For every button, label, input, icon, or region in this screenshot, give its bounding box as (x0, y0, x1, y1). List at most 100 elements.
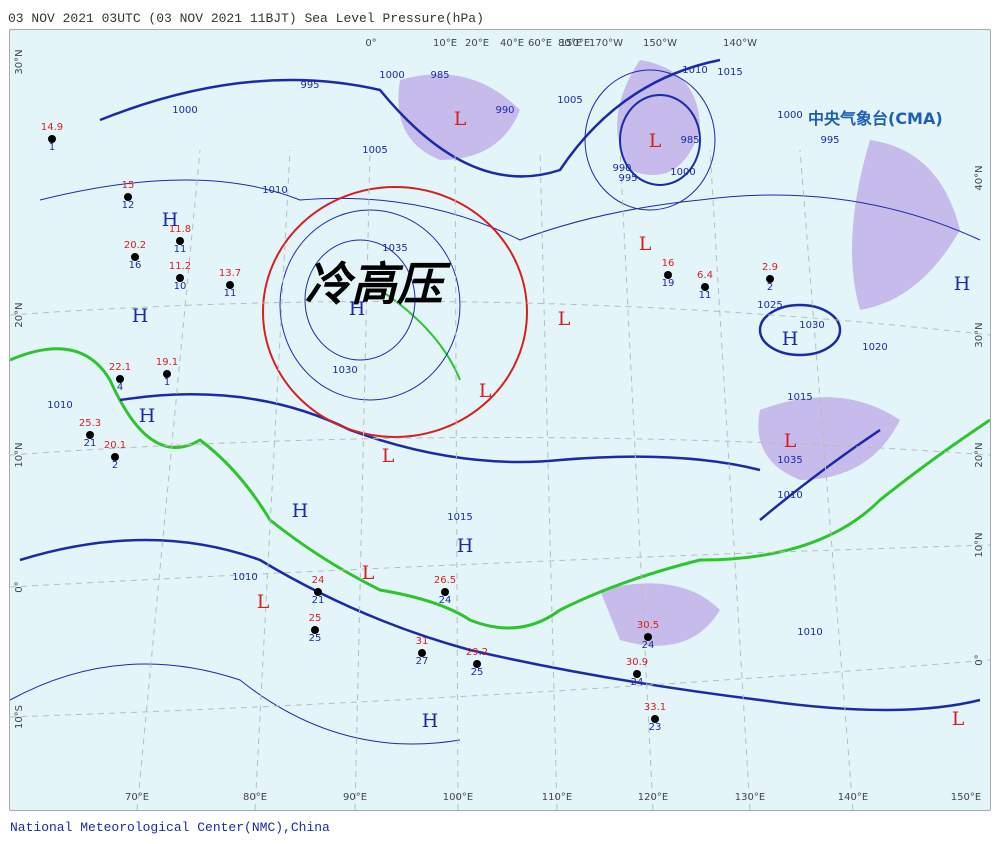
station-dewpoint: 27 (416, 656, 429, 667)
right-lat-label: 30°N (974, 322, 985, 347)
station-dewpoint: 10 (174, 281, 187, 292)
station-temp: 11.2 (169, 261, 191, 272)
station-marker (633, 670, 641, 678)
left-lat-label: 10°S (14, 705, 25, 729)
isobar-label: 995 (300, 80, 319, 91)
top-lon-label: 20°E (465, 38, 489, 49)
isobar-label: 1020 (862, 342, 887, 353)
high-center: H (422, 710, 439, 732)
station-temp: 19.1 (156, 357, 178, 368)
station-marker (163, 370, 171, 378)
station-marker (644, 633, 652, 641)
station-marker (116, 375, 124, 383)
station-dewpoint: 2 (767, 282, 773, 293)
isobar-label: 990 (495, 105, 514, 116)
top-lon-label: 150°W (643, 38, 677, 49)
right-lat-label: 40°N (974, 165, 985, 190)
station-marker (418, 649, 426, 657)
station-temp: 20.1 (104, 440, 126, 451)
annotation: 冷高压 (305, 257, 451, 311)
station-marker (441, 588, 449, 596)
isobar-label: 1005 (362, 145, 387, 156)
station-marker (766, 275, 774, 283)
isobar-label: 995 (618, 173, 637, 184)
station-dewpoint: 24 (439, 595, 452, 606)
isobar-label: 1015 (717, 67, 742, 78)
isobar-label: 1015 (447, 512, 472, 523)
station-dewpoint: 11 (224, 288, 237, 299)
bottom-lon-label: 70°E (125, 792, 149, 803)
right-lat-label: 10°N (974, 532, 985, 557)
map-background (9, 30, 991, 810)
station-temp: 24 (312, 575, 325, 586)
isobar-label: 1035 (777, 455, 802, 466)
station-marker (48, 135, 56, 143)
high-center: H (457, 535, 474, 557)
station-temp: 30.9 (626, 657, 648, 668)
low-center: L (479, 380, 492, 402)
station-marker (226, 281, 234, 289)
isobar-label: 1030 (799, 320, 824, 331)
low-center: L (257, 591, 270, 613)
top-lon-label: 10°E (433, 38, 457, 49)
left-lat-label: 10°N (14, 442, 25, 467)
station-temp: 25 (309, 613, 322, 624)
high-center: H (139, 405, 156, 427)
station-dewpoint: 19 (662, 278, 675, 289)
station-dewpoint: 11 (174, 244, 187, 255)
bottom-lon-label: 110°E (542, 792, 572, 803)
isobar-label: 1000 (777, 110, 802, 121)
high-center: H (132, 305, 149, 327)
low-center: L (784, 430, 797, 452)
station-dewpoint: 4 (117, 382, 123, 393)
station-temp: 31 (416, 636, 429, 647)
right-lat-label: 20°N (974, 442, 985, 467)
station-temp: 13.7 (219, 268, 241, 279)
left-lat-label: 0° (14, 581, 25, 592)
low-center: L (362, 562, 375, 584)
station-marker (86, 431, 94, 439)
station-temp: 30.5 (637, 620, 659, 631)
left-lat-label: 20°N (14, 302, 25, 327)
low-center: L (952, 708, 965, 730)
top-lon-label: 150°E (560, 38, 590, 49)
isobar-label: 1000 (670, 167, 695, 178)
high-center: H (349, 298, 366, 320)
station-marker (131, 253, 139, 261)
station-temp: 25.3 (79, 418, 101, 429)
high-center: H (292, 500, 309, 522)
station-marker (176, 274, 184, 282)
high-center: H (162, 209, 179, 231)
station-temp: 22.1 (109, 362, 131, 373)
isobar-label: 985 (680, 135, 699, 146)
cold-high-outline (262, 186, 528, 438)
station-dewpoint: 12 (122, 200, 135, 211)
low-center: L (382, 445, 395, 467)
station-temp: 11.8 (169, 224, 191, 235)
low-center: L (558, 308, 571, 330)
isobar-label: 985 (430, 70, 449, 81)
isobar-label: 1010 (777, 490, 802, 501)
isobar-label: 1010 (262, 185, 287, 196)
map-title: 03 NOV 2021 03UTC (03 NOV 2021 11BJT) Se… (8, 11, 484, 26)
station-dewpoint: 24 (642, 640, 655, 651)
bottom-lon-label: 80°E (243, 792, 267, 803)
top-lon-label: 40°E (500, 38, 524, 49)
station-marker (311, 626, 319, 634)
station-temp: 26.5 (434, 575, 456, 586)
bottom-lon-label: 130°E (735, 792, 765, 803)
station-dewpoint: 11 (699, 290, 712, 301)
station-marker (651, 715, 659, 723)
graticule (9, 149, 991, 811)
isobar-label: 1000 (172, 105, 197, 116)
station-dewpoint: 1 (164, 377, 170, 388)
isobar-label: 990 (612, 163, 631, 174)
bottom-lon-label: 100°E (443, 792, 473, 803)
station-marker (664, 271, 672, 279)
station-dewpoint: 16 (129, 260, 142, 271)
station-dewpoint: 25 (471, 667, 484, 678)
isobar-label: 1015 (787, 392, 812, 403)
station-dewpoint: 21 (84, 438, 97, 449)
station-marker (124, 193, 132, 201)
